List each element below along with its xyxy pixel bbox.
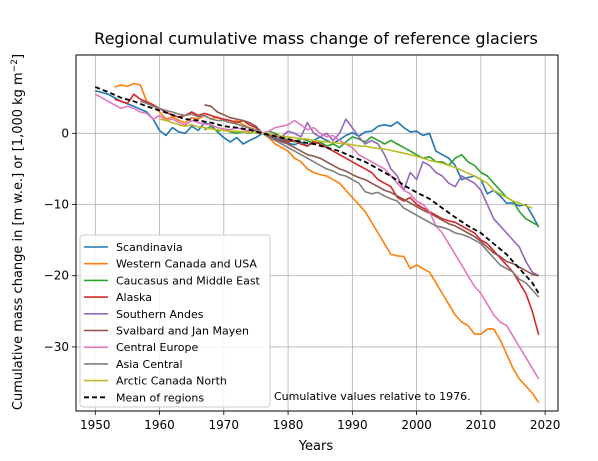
series-line-asia-central: [140, 100, 540, 298]
legend-label-arctic-canada-north: Arctic Canada North: [116, 375, 227, 388]
y-axis-ticks: 0 −10 −20 −30: [44, 126, 76, 354]
legend-label-scandinavia: Scandinavia: [116, 241, 183, 254]
y-axis-label-main: Cumulative mass change in [m w.e.] or [1…: [11, 72, 26, 410]
x-axis-ticks: 1950 1960 1970 1980 1990 2000 2010 2020: [80, 411, 560, 432]
legend-label-western-canada-and-usa: Western Canada and USA: [116, 258, 257, 271]
y-tick-label: −20: [44, 269, 69, 283]
series-line-arctic-canada-north: [159, 118, 533, 209]
plot-frame: [75, 54, 559, 412]
series-line-central-europe: [94, 93, 540, 380]
y-tick-label: −30: [44, 340, 69, 354]
y-axis-label-superscript: −2: [10, 59, 20, 72]
series-line-mean-of-regions: [94, 86, 540, 294]
y-axis-label-close: ]: [11, 54, 26, 59]
x-axis-label: Years: [298, 439, 334, 454]
legend: Scandinavia Western Canada and USA Caucasu…: [79, 234, 271, 408]
x-tick-label: 2020: [530, 418, 561, 432]
x-tick-label: 2000: [401, 418, 432, 432]
x-tick-label: 1970: [209, 418, 240, 432]
y-tick-label: −10: [44, 198, 69, 212]
series-line-western-canada-and-usa: [114, 82, 540, 403]
series-lines: [94, 82, 540, 403]
x-tick-label: 1960: [144, 418, 175, 432]
series-line-southern-andes: [255, 118, 540, 277]
legend-label-southern-andes: Southern Andes: [116, 308, 204, 321]
y-tick-label: 0: [61, 126, 69, 140]
x-tick-label: 1990: [337, 418, 368, 432]
series-line-svalbard-and-jan-mayen: [204, 104, 539, 277]
x-tick-label: 1980: [273, 418, 304, 432]
legend-label-central-europe: Central Europe: [116, 341, 198, 354]
x-tick-label: 2010: [466, 418, 497, 432]
annotation-note: Cumulative values relative to 1976.: [274, 390, 471, 403]
legend-label-caucasus-and-middle-east: Caucasus and Middle East: [116, 274, 261, 287]
x-tick-label: 1950: [80, 418, 111, 432]
legend-label-svalbard-and-jan-mayen: Svalbard and Jan Mayen: [116, 325, 249, 338]
legend-label-alaska: Alaska: [116, 291, 152, 304]
chart-title: Regional cumulative mass change of refer…: [94, 29, 538, 48]
legend-label-mean-of-regions: Mean of regions: [116, 391, 204, 404]
y-axis-label: Cumulative mass change in [m w.e.] or [1…: [10, 54, 26, 410]
legend-label-asia-central: Asia Central: [116, 358, 183, 371]
legend-box: [79, 234, 271, 408]
